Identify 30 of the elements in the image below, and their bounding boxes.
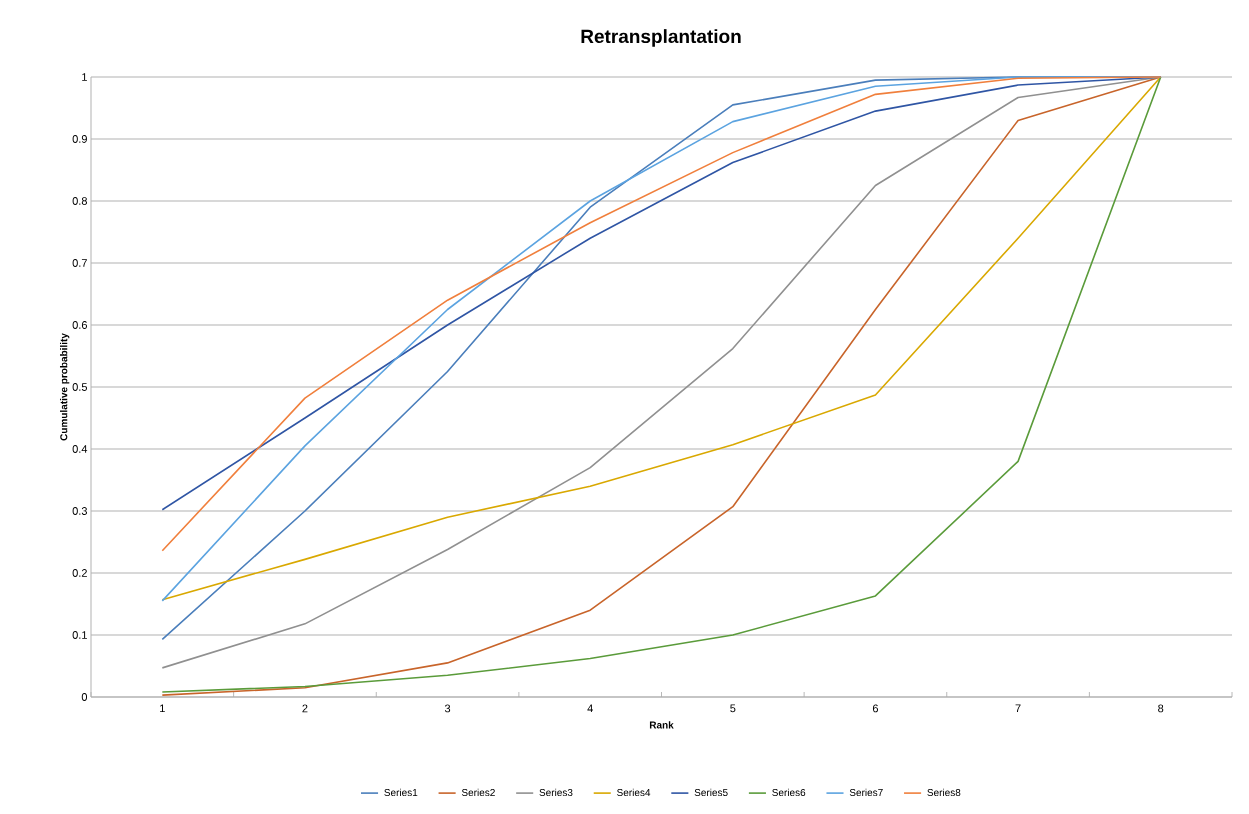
legend-label: Series1 [384, 788, 418, 797]
x-tick-label: 6 [872, 704, 879, 713]
x-tick-label: 4 [587, 704, 593, 713]
x-tick-label: 1 [160, 704, 165, 713]
y-tick-label: 0.3 [72, 507, 87, 515]
y-axis-title: Cumulative probability [59, 333, 70, 441]
legend-label: Series3 [539, 788, 573, 797]
y-tick-label: 0.6 [72, 321, 87, 329]
legend-label: Series4 [617, 788, 651, 797]
y-tick-label: 0.5 [72, 383, 87, 391]
x-tick-label: 3 [444, 704, 451, 713]
legend-label: Series2 [461, 788, 495, 797]
legend-label: Series6 [772, 788, 806, 797]
x-tick-label: 8 [1158, 704, 1164, 713]
y-tick-label: 0.1 [72, 631, 87, 639]
legend-label: Series8 [927, 788, 961, 797]
x-tick-label: 2 [302, 704, 308, 713]
y-tick-label: 1 [82, 73, 87, 81]
y-tick-label: 0.4 [72, 445, 88, 453]
x-axis-title: Rank [649, 721, 674, 729]
y-tick-label: 0.7 [72, 259, 87, 267]
y-tick-label: 0.9 [72, 135, 87, 143]
legend-label: Series5 [694, 788, 728, 797]
x-tick-label: 7 [1015, 704, 1021, 713]
chart-title: Retransplantation [581, 29, 741, 47]
x-tick-label: 5 [730, 704, 736, 713]
legend-label: Series7 [849, 788, 883, 797]
y-tick-label: 0.8 [72, 197, 87, 205]
y-tick-label: 0.2 [72, 569, 87, 577]
y-tick-label: 0 [81, 693, 88, 701]
